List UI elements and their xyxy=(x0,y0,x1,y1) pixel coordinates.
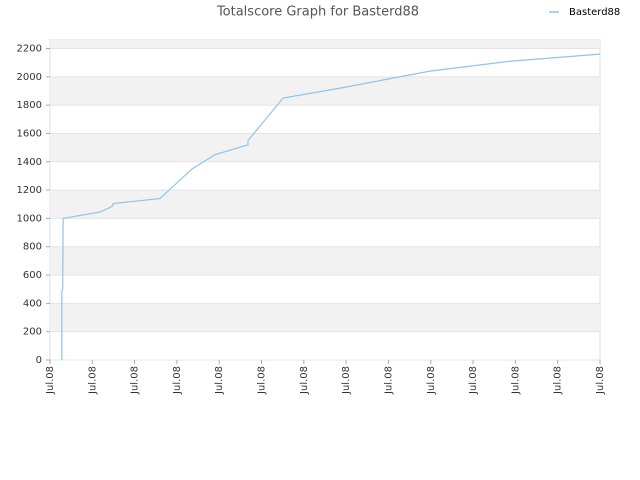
y-tick-label: 200 xyxy=(23,327,42,338)
grid-band xyxy=(50,190,600,219)
x-tick-label: Jul.08 xyxy=(172,366,183,395)
y-tick-label: 2200 xyxy=(17,43,42,54)
x-tick-label: Jul.08 xyxy=(45,366,56,395)
x-tick-label: Jul.08 xyxy=(299,366,310,395)
y-tick-label: 1800 xyxy=(17,100,42,111)
x-tick-label: Jul.08 xyxy=(510,366,521,395)
x-tick-label: Jul.08 xyxy=(130,366,141,395)
legend-label: Basterd88 xyxy=(569,7,620,18)
chart-title: Totalscore Graph for Basterd88 xyxy=(216,5,419,20)
x-tick-label: Jul.08 xyxy=(214,366,225,395)
x-tick-label: Jul.08 xyxy=(595,366,606,395)
series-line xyxy=(61,53,601,360)
y-tick-label: 0 xyxy=(36,355,42,366)
x-tick-label: Jul.08 xyxy=(383,366,394,395)
grid-band xyxy=(50,246,600,276)
x-tick-label: Jul.08 xyxy=(553,366,564,395)
y-tick-label: 2000 xyxy=(17,72,42,83)
y-tick-label: 800 xyxy=(23,242,42,253)
grid-band xyxy=(50,303,600,332)
y-tick-label: 1600 xyxy=(17,128,42,139)
x-tick-label: Jul.08 xyxy=(341,366,352,395)
y-tick-label: 1400 xyxy=(17,157,42,168)
x-tick-label: Jul.08 xyxy=(426,366,437,395)
y-tick-label: 600 xyxy=(23,270,42,281)
y-tick-label: 1000 xyxy=(17,213,42,224)
y-tick-label: 400 xyxy=(23,298,42,309)
grid-band xyxy=(50,40,600,49)
grid-band xyxy=(50,133,600,162)
x-tick-label: Jul.08 xyxy=(257,366,268,395)
y-tick-label: 1200 xyxy=(17,185,42,196)
x-tick-label: Jul.08 xyxy=(87,366,98,395)
x-tick-label: Jul.08 xyxy=(468,366,479,395)
